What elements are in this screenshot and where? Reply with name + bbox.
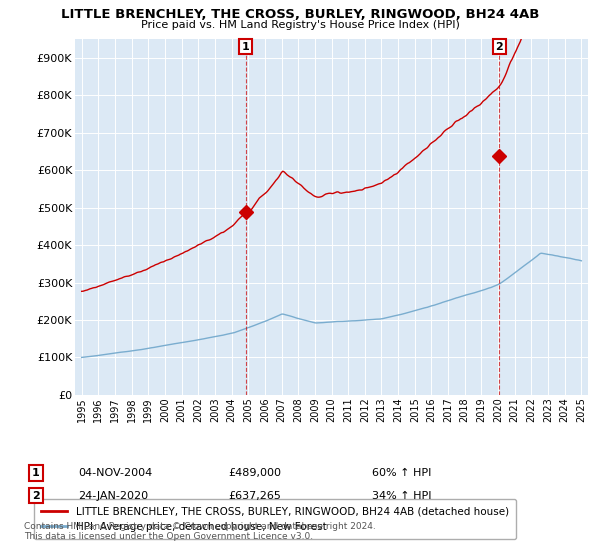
- Legend: LITTLE BRENCHLEY, THE CROSS, BURLEY, RINGWOOD, BH24 4AB (detached house), HPI: A: LITTLE BRENCHLEY, THE CROSS, BURLEY, RIN…: [34, 499, 516, 539]
- Text: 60% ↑ HPI: 60% ↑ HPI: [372, 468, 431, 478]
- Text: 2: 2: [32, 491, 40, 501]
- Text: 1: 1: [32, 468, 40, 478]
- Text: Contains HM Land Registry data © Crown copyright and database right 2024.: Contains HM Land Registry data © Crown c…: [24, 522, 376, 531]
- Text: LITTLE BRENCHLEY, THE CROSS, BURLEY, RINGWOOD, BH24 4AB: LITTLE BRENCHLEY, THE CROSS, BURLEY, RIN…: [61, 8, 539, 21]
- Text: 1: 1: [242, 41, 250, 52]
- Text: £637,265: £637,265: [228, 491, 281, 501]
- Text: This data is licensed under the Open Government Licence v3.0.: This data is licensed under the Open Gov…: [24, 532, 313, 541]
- Text: 34% ↑ HPI: 34% ↑ HPI: [372, 491, 431, 501]
- Text: 04-NOV-2004: 04-NOV-2004: [78, 468, 152, 478]
- Text: 2: 2: [496, 41, 503, 52]
- Text: 24-JAN-2020: 24-JAN-2020: [78, 491, 148, 501]
- Text: £489,000: £489,000: [228, 468, 281, 478]
- Text: Price paid vs. HM Land Registry's House Price Index (HPI): Price paid vs. HM Land Registry's House …: [140, 20, 460, 30]
